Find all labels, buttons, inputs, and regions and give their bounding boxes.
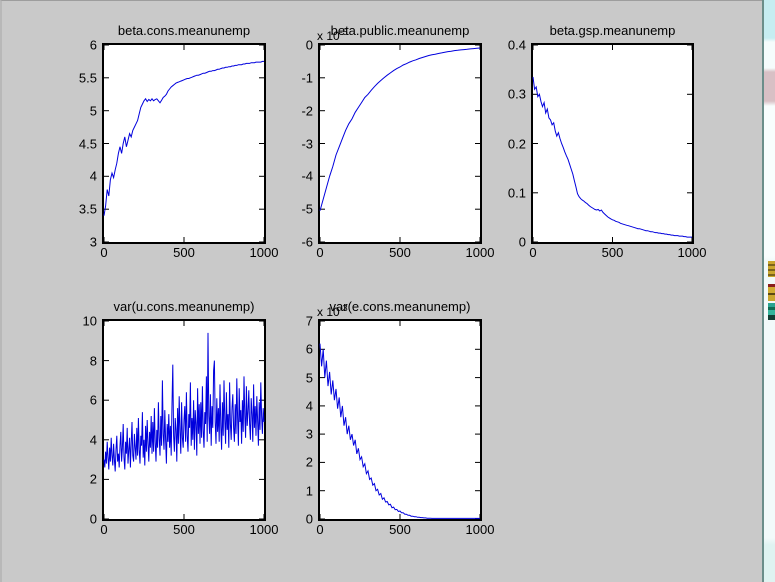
y-tick-label: 6 xyxy=(89,392,97,408)
y-tick-label: 3.5 xyxy=(78,201,97,217)
y-tick-label: 6 xyxy=(89,37,97,53)
y-tick-label: -4 xyxy=(301,168,313,184)
plot-title: beta.cons.meanunemp xyxy=(117,23,251,38)
x-tick-label: 0 xyxy=(316,245,324,260)
subplot-beta-cons-meanunemp: beta.cons.meanunemp 0 500 1000 3 3.5 4 4.5 5 5.5… xyxy=(79,24,279,260)
y-tick-label: 5 xyxy=(89,103,97,119)
x-tick-label: 1000 xyxy=(465,245,495,260)
y-tick-label: -5 xyxy=(301,201,313,217)
subplot-var-e-cons-meanunemp: var(e.cons.meanunemp) 0 500 1000 0 1 2 3 4 5 6 7 x … xyxy=(306,300,495,537)
y-tick-label: 1 xyxy=(305,483,313,499)
plot-area xyxy=(319,44,481,243)
y-tick-label: 0.2 xyxy=(507,136,526,151)
y-tick-label: 3 xyxy=(305,426,313,442)
y-tick-label: 5 xyxy=(305,370,313,386)
plot-title: beta.gsp.meanunemp xyxy=(549,23,676,38)
x-tick-label: 500 xyxy=(173,522,195,537)
y-tick-label: 0.4 xyxy=(507,37,526,53)
desktop-icon-2[interactable] xyxy=(768,284,775,301)
y-tick-label: 0.3 xyxy=(507,86,526,102)
plot-area xyxy=(103,44,265,243)
y-tick-label: 4 xyxy=(89,168,97,184)
plot-area xyxy=(103,320,265,520)
y-tick-label: 0 xyxy=(89,511,97,527)
plot-title: beta.public.meanunemp xyxy=(330,23,470,38)
y-tick-label: 2 xyxy=(305,454,313,470)
y-tick-label: 4.5 xyxy=(78,136,97,151)
x-tick-label: 500 xyxy=(173,245,195,260)
x-tick-label: 500 xyxy=(601,245,624,260)
window-edge-line xyxy=(762,0,764,582)
plot-area xyxy=(319,320,481,520)
x-tick-label: 500 xyxy=(389,522,411,537)
y-tick-label: -6 xyxy=(301,234,313,250)
plot-title: var(e.cons.meanunemp) xyxy=(329,299,471,314)
y-tick-label: 4 xyxy=(89,432,97,448)
x-tick-label: 0 xyxy=(100,522,108,537)
x-tick-label: 1000 xyxy=(249,245,279,260)
x-tick-label: 0 xyxy=(316,522,324,537)
desktop-icon-1[interactable] xyxy=(768,261,775,277)
y-tick-label: -3 xyxy=(301,136,313,151)
x-tick-label: 1000 xyxy=(677,245,707,260)
y-tick-label: 0 xyxy=(518,234,526,250)
y-tick-label: 8 xyxy=(89,353,97,369)
y-tick-label: 10 xyxy=(82,313,97,329)
y-tick-label: -1 xyxy=(301,70,313,86)
x-tick-label: 0 xyxy=(529,245,537,260)
y-tick-label: 4 xyxy=(305,398,313,414)
subplot-beta-gsp-meanunemp: beta.gsp.meanunemp 0 500 1000 0 0.1 0.2 0.3 0.4 xyxy=(508,24,707,260)
x-tick-label: 0 xyxy=(100,245,108,260)
y-tick-label: 6 xyxy=(305,341,313,357)
y-tick-label: 5.5 xyxy=(78,70,97,86)
desktop-icon-3[interactable] xyxy=(768,303,775,320)
y-tick-label: 0 xyxy=(305,511,313,527)
x-tick-label: 500 xyxy=(389,245,411,260)
y-tick-label: 7 xyxy=(305,313,313,329)
x-tick-label: 1000 xyxy=(249,522,279,537)
subplot-var-u-cons-meanunemp: var(u.cons.meanunemp) 0 500 1000 0 2 4 6 8 10 xyxy=(83,300,279,537)
axis-exponent-label: x 10-3 xyxy=(317,303,348,319)
y-tick-label: 0.1 xyxy=(507,185,526,201)
y-tick-label: 0 xyxy=(305,37,313,53)
y-tick-label: -2 xyxy=(301,103,313,119)
x-tick-label: 1000 xyxy=(465,522,495,537)
plot-title: var(u.cons.meanunemp) xyxy=(113,299,255,314)
axis-exponent-label: x 10-5 xyxy=(317,27,348,43)
plot-area xyxy=(532,44,693,243)
subplot-beta-public-meanunemp: beta.public.meanunemp 0 500 1000 -6 -5 -4 -3 -2… xyxy=(301,24,494,260)
y-tick-label: 3 xyxy=(89,234,97,250)
y-tick-label: 2 xyxy=(89,471,97,487)
